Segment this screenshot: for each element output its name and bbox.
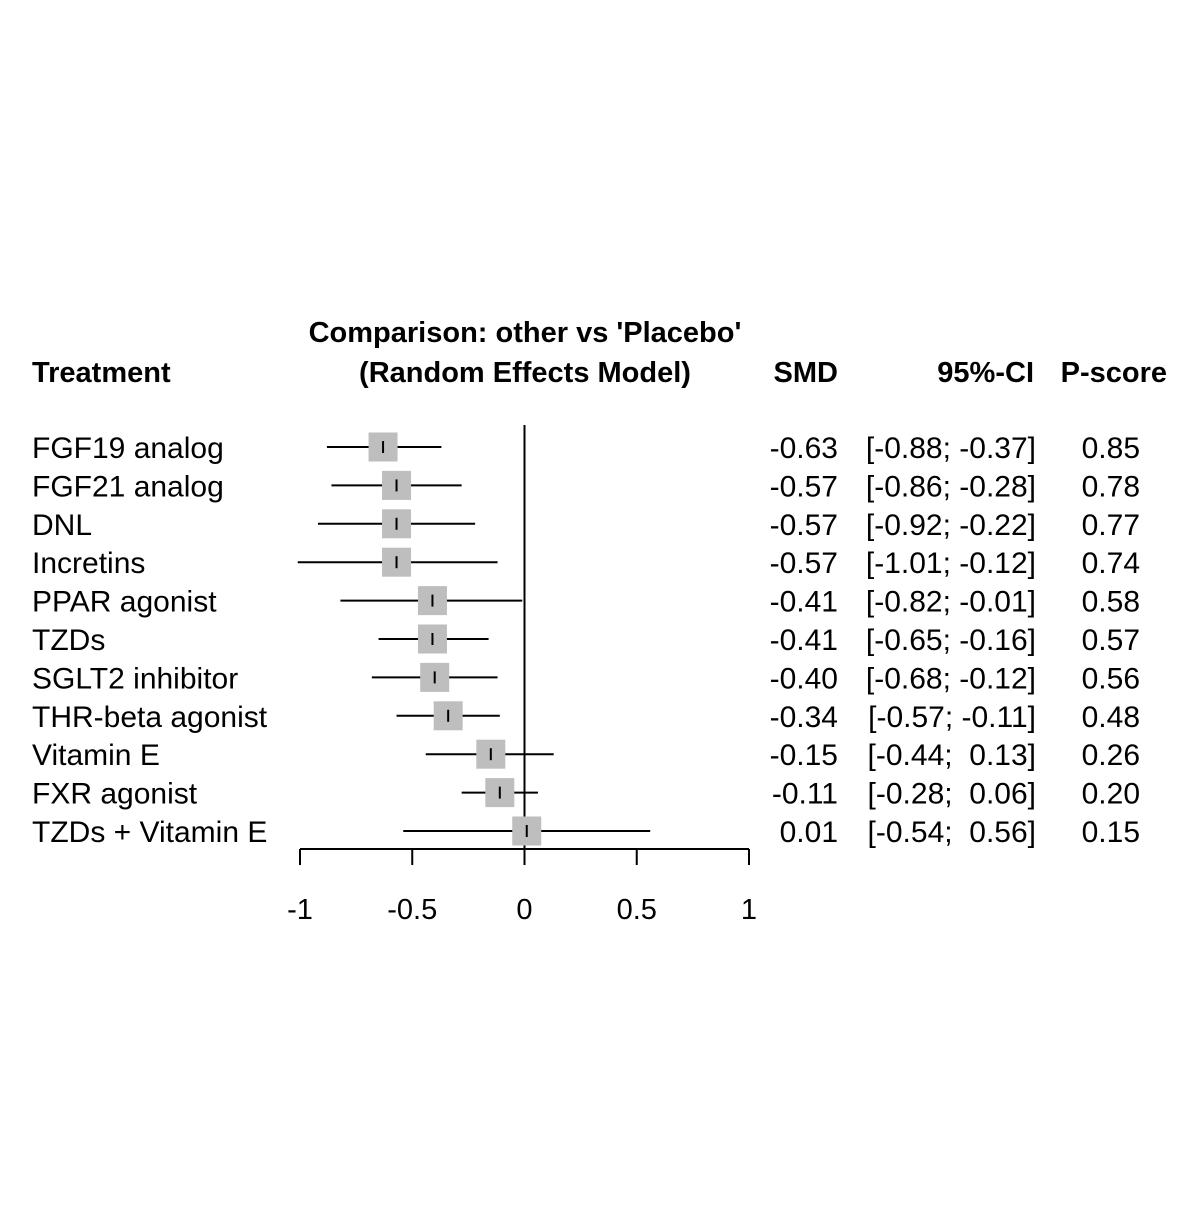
smd-value: -0.41 [770, 624, 838, 657]
smd-value: -0.15 [770, 739, 838, 772]
treatment-label: TZDs [32, 624, 105, 657]
pscore-value: 0.26 [1082, 739, 1140, 772]
treatment-label: Vitamin E [32, 739, 160, 772]
x-tick-label: 1 [741, 894, 757, 926]
pscore-value: 0.74 [1082, 547, 1140, 580]
treatment-label: FXR agonist [32, 778, 198, 811]
smd-value: -0.57 [770, 470, 838, 503]
pscore-value: 0.58 [1082, 586, 1140, 619]
pscore-column-header: P-score [1061, 357, 1167, 389]
ci-value: [-0.28; 0.06] [868, 778, 1036, 811]
smd-value: -0.63 [770, 432, 838, 465]
pscore-value: 0.56 [1082, 662, 1140, 695]
treatment-label: TZDs + Vitamin E [32, 816, 267, 849]
ci-value: [-0.92; -0.22] [866, 509, 1036, 542]
smd-value: -0.57 [770, 547, 838, 580]
ci-value: [-0.82; -0.01] [866, 586, 1036, 619]
smd-value: -0.57 [770, 509, 838, 542]
smd-value: -0.41 [770, 586, 838, 619]
treatment-label: FGF21 analog [32, 470, 224, 503]
ci-value: [-0.44; 0.13] [868, 739, 1036, 772]
ci-column-header: 95%-CI [937, 357, 1034, 389]
pscore-value: 0.77 [1082, 509, 1140, 542]
treatment-label: DNL [32, 509, 92, 542]
ci-value: [-0.65; -0.16] [866, 624, 1036, 657]
pscore-value: 0.15 [1082, 816, 1140, 849]
smd-value: 0.01 [780, 816, 838, 849]
forest-rows: FGF19 analog -0.63 [-0.88; -0.37] 0.85 FGF21… [32, 425, 1140, 853]
pscore-value: 0.85 [1082, 432, 1140, 465]
ci-value: [-0.88; -0.37] [866, 432, 1036, 465]
ci-value: [-0.54; 0.56] [868, 816, 1036, 849]
treatment-label: SGLT2 inhibitor [32, 662, 238, 695]
x-tick-label: -0.5 [387, 894, 437, 926]
ci-value: [-0.68; -0.12] [866, 662, 1036, 695]
ci-value: [-0.86; -0.28] [866, 470, 1036, 503]
smd-value: -0.40 [770, 662, 838, 695]
x-tick-label: -1 [287, 894, 313, 926]
ci-value: [-1.01; -0.12] [866, 547, 1036, 580]
treatment-label: THR-beta agonist [32, 701, 268, 734]
x-axis: -1 -0.5 0 0.5 1 [287, 848, 757, 926]
pscore-value: 0.78 [1082, 470, 1140, 503]
smd-value: -0.34 [770, 701, 838, 734]
ci-value: [-0.57; -0.11] [868, 701, 1036, 734]
x-tick-label: 0.5 [617, 894, 657, 926]
pscore-value: 0.48 [1082, 701, 1140, 734]
pscore-value: 0.20 [1082, 778, 1140, 811]
pscore-value: 0.57 [1082, 624, 1140, 657]
treatment-label: Incretins [32, 547, 145, 580]
smd-value: -0.11 [772, 778, 838, 811]
title-line-1: Comparison: other vs 'Placebo' [309, 317, 742, 349]
smd-column-header: SMD [774, 357, 838, 389]
x-tick-label: 0 [516, 894, 532, 926]
title-line-2: (Random Effects Model) [359, 357, 691, 389]
treatment-label: FGF19 analog [32, 432, 224, 465]
treatment-label: PPAR agonist [32, 586, 217, 619]
treatment-column-header: Treatment [32, 357, 171, 389]
